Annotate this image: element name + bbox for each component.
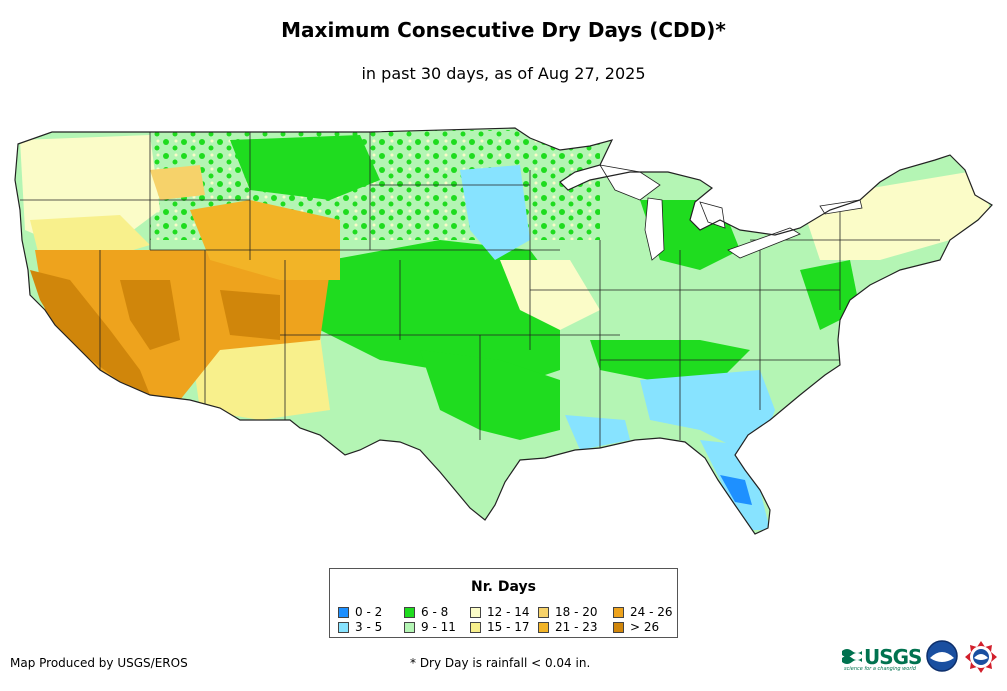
legend-label: 21 - 23 xyxy=(555,620,598,634)
lake-superior xyxy=(599,164,661,201)
lake-erie xyxy=(727,227,801,259)
legend-swatch xyxy=(470,621,481,633)
legend-label: 18 - 20 xyxy=(555,605,598,619)
legend-swatch xyxy=(613,606,624,618)
lake-michigan xyxy=(644,197,665,261)
texas-oklahoma-6-8 xyxy=(420,350,560,440)
legend-item: 6 - 8 xyxy=(404,605,448,619)
usgs-logo-text: USGS xyxy=(864,645,922,669)
usgs-logo: USGS xyxy=(842,642,922,672)
gulf-coast-3-5 xyxy=(565,415,630,450)
legend-swatch xyxy=(613,621,624,633)
dry-day-footnote: * Dry Day is rainfall < 0.04 in. xyxy=(410,656,591,670)
midwest-12-14 xyxy=(500,260,600,330)
legend-item: 24 - 26 xyxy=(613,605,673,619)
noaa-logo-icon xyxy=(926,640,958,672)
legend-label: 15 - 17 xyxy=(487,620,530,634)
california-over-26 xyxy=(30,270,150,395)
oregon-15-17 xyxy=(30,215,150,260)
legend-swatch xyxy=(538,606,549,618)
lake-ontario xyxy=(819,199,863,215)
legend-label: 24 - 26 xyxy=(630,605,673,619)
lake-huron xyxy=(699,201,726,229)
nevada-over-26 xyxy=(120,280,180,350)
georgia-carolina-3-5 xyxy=(640,370,775,450)
nws-logo-icon xyxy=(965,641,997,673)
central-plains-6-8 xyxy=(320,240,560,390)
legend-item: 3 - 5 xyxy=(338,620,382,634)
florida-0-2 xyxy=(720,475,752,505)
legend-item: 15 - 17 xyxy=(470,620,530,634)
idaho-18-20 xyxy=(150,165,205,200)
legend-item: 0 - 2 xyxy=(338,605,382,619)
map-title: Maximum Consecutive Dry Days (CDD)* xyxy=(281,18,726,42)
legend-swatch xyxy=(338,621,349,633)
legend-label: 0 - 2 xyxy=(355,605,383,619)
intermountain-21-23 xyxy=(190,200,340,280)
legend-item: > 26 xyxy=(613,620,659,634)
legend-swatch xyxy=(404,606,415,618)
legend-title: Nr. Days xyxy=(471,579,536,595)
us-cdd-map xyxy=(14,127,993,535)
legend-label: > 26 xyxy=(630,620,660,634)
map-subtitle: in past 30 days, as of Aug 27, 2025 xyxy=(361,64,646,83)
legend-label: 9 - 11 xyxy=(421,620,456,634)
legend-swatch xyxy=(404,621,415,633)
dakotas-3-5 xyxy=(460,165,530,260)
usgs-tagline: science for a changing world xyxy=(844,666,916,672)
pacific-northwest-12-14 xyxy=(20,135,160,245)
legend-swatch xyxy=(538,621,549,633)
legend-item: 18 - 20 xyxy=(538,605,598,619)
agency-logos: USGS science for a changing world xyxy=(842,638,1002,678)
southwest-15-17 xyxy=(190,335,330,420)
legend-swatch xyxy=(470,606,481,618)
legend-label: 3 - 5 xyxy=(355,620,383,634)
montana-6-8 xyxy=(230,135,380,200)
usgs-wave-icon xyxy=(842,649,862,664)
map-credit: Map Produced by USGS/EROS xyxy=(10,656,188,670)
legend-item: 12 - 14 xyxy=(470,605,530,619)
legend-item: 21 - 23 xyxy=(538,620,598,634)
arizona-over-26 xyxy=(220,290,280,340)
legend-label: 12 - 14 xyxy=(487,605,530,619)
legend-item: 9 - 11 xyxy=(404,620,456,634)
legend-swatch xyxy=(338,606,349,618)
legend-label: 6 - 8 xyxy=(421,605,449,619)
